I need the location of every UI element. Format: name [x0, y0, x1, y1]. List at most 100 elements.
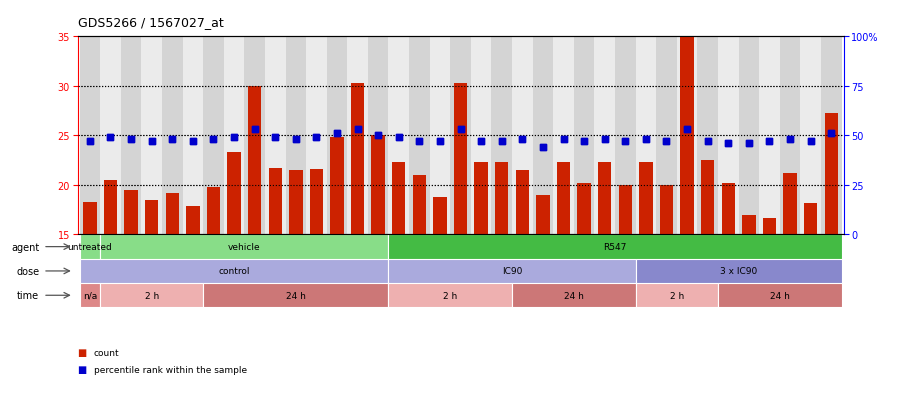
- Bar: [820, 37, 841, 235]
- Bar: [227, 153, 241, 235]
- Point: [165, 137, 179, 143]
- Bar: [371, 136, 384, 235]
- Bar: [166, 193, 179, 235]
- Bar: [804, 203, 816, 235]
- Point: [638, 137, 652, 143]
- Point: [762, 139, 776, 145]
- Point: [556, 137, 570, 143]
- Text: count: count: [94, 348, 119, 357]
- Point: [185, 139, 200, 145]
- Point: [453, 127, 467, 133]
- Bar: [656, 37, 676, 235]
- Point: [597, 137, 611, 143]
- Bar: [409, 37, 429, 235]
- FancyBboxPatch shape: [79, 235, 100, 259]
- Bar: [145, 200, 159, 235]
- Bar: [207, 188, 220, 235]
- Text: dose: dose: [16, 266, 39, 276]
- Text: agent: agent: [11, 242, 39, 252]
- Bar: [83, 202, 97, 235]
- Point: [803, 139, 817, 145]
- Bar: [433, 197, 446, 235]
- Point: [474, 139, 488, 145]
- Bar: [680, 37, 693, 235]
- Bar: [491, 37, 511, 235]
- Bar: [285, 37, 306, 235]
- FancyBboxPatch shape: [635, 259, 841, 283]
- Point: [309, 135, 323, 141]
- Bar: [145, 200, 159, 235]
- Point: [144, 139, 159, 145]
- Point: [659, 139, 673, 145]
- Bar: [182, 37, 203, 235]
- Bar: [717, 37, 738, 235]
- Bar: [244, 37, 264, 235]
- Bar: [721, 183, 734, 235]
- Bar: [618, 185, 631, 235]
- Bar: [742, 215, 754, 235]
- Point: [576, 139, 590, 145]
- Bar: [223, 37, 244, 235]
- Point: [494, 139, 508, 145]
- Bar: [639, 163, 652, 235]
- Point: [144, 139, 159, 145]
- FancyBboxPatch shape: [100, 283, 203, 308]
- Bar: [207, 188, 220, 235]
- Text: 24 h: 24 h: [563, 291, 583, 300]
- Point: [679, 127, 693, 133]
- Bar: [326, 37, 347, 235]
- Point: [679, 127, 693, 133]
- Bar: [248, 87, 261, 235]
- Point: [432, 139, 446, 145]
- Point: [782, 137, 796, 143]
- Point: [823, 131, 837, 138]
- Point: [535, 145, 549, 151]
- Bar: [577, 183, 590, 235]
- Point: [371, 133, 385, 139]
- Point: [391, 135, 405, 141]
- Text: time: time: [17, 291, 39, 301]
- Bar: [248, 87, 261, 235]
- Point: [762, 139, 776, 145]
- Point: [185, 139, 200, 145]
- Point: [597, 137, 611, 143]
- Bar: [310, 170, 322, 235]
- FancyBboxPatch shape: [388, 235, 841, 259]
- Point: [227, 135, 241, 141]
- Point: [206, 137, 220, 143]
- Point: [803, 139, 817, 145]
- Bar: [680, 37, 693, 235]
- Bar: [203, 37, 223, 235]
- Bar: [762, 218, 775, 235]
- Point: [83, 139, 97, 145]
- Bar: [762, 218, 775, 235]
- Bar: [454, 84, 466, 235]
- Bar: [264, 37, 285, 235]
- Point: [659, 139, 673, 145]
- Bar: [614, 37, 635, 235]
- Point: [515, 137, 529, 143]
- FancyBboxPatch shape: [100, 235, 388, 259]
- Bar: [758, 37, 779, 235]
- Bar: [429, 37, 450, 235]
- Point: [700, 139, 714, 145]
- Bar: [351, 84, 363, 235]
- Bar: [330, 138, 343, 235]
- Bar: [474, 163, 487, 235]
- Point: [638, 137, 652, 143]
- FancyBboxPatch shape: [79, 259, 388, 283]
- Point: [124, 137, 138, 143]
- Bar: [804, 203, 816, 235]
- Bar: [511, 37, 532, 235]
- Point: [556, 137, 570, 143]
- FancyBboxPatch shape: [511, 283, 635, 308]
- Point: [103, 135, 118, 141]
- Bar: [536, 195, 549, 235]
- Text: vehicle: vehicle: [228, 242, 261, 252]
- Point: [576, 139, 590, 145]
- Point: [124, 137, 138, 143]
- Bar: [454, 84, 466, 235]
- Bar: [268, 169, 281, 235]
- FancyBboxPatch shape: [79, 283, 100, 308]
- Bar: [676, 37, 697, 235]
